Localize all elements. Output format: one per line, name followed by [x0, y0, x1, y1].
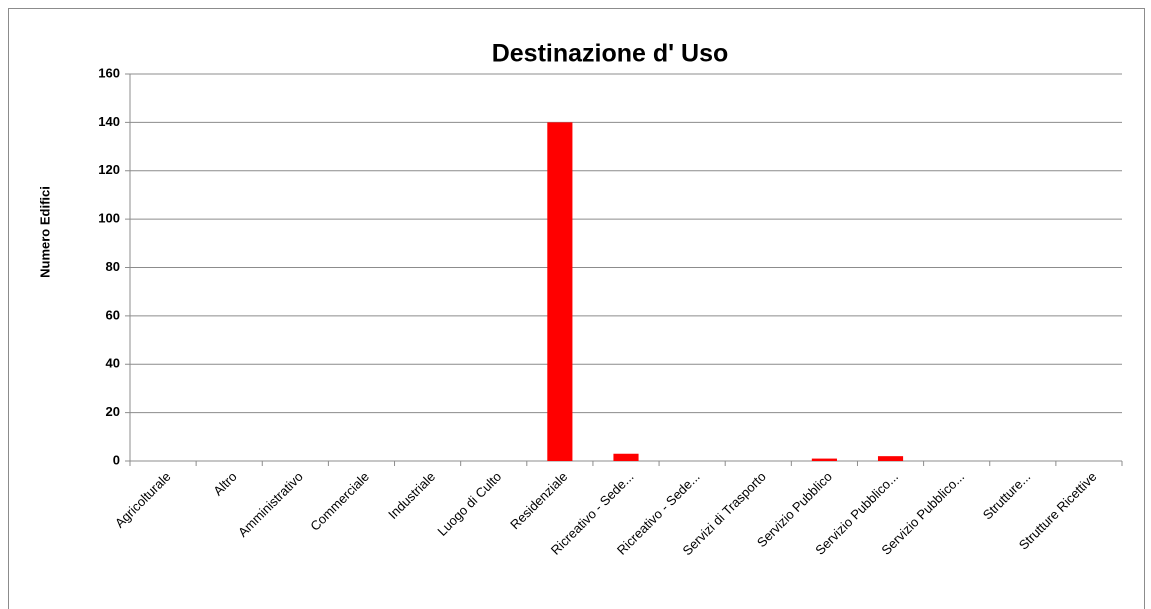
y-tick-label: 60	[106, 307, 120, 322]
chart-frame	[8, 8, 1145, 609]
bar	[877, 456, 904, 461]
bar	[547, 122, 573, 461]
y-tick-label: 160	[98, 65, 120, 80]
y-tick-label: 100	[98, 211, 120, 226]
y-tick-label: 20	[106, 404, 120, 419]
y-tick-label: 120	[98, 162, 120, 177]
y-tick-label: 140	[98, 114, 120, 129]
y-tick-label: 0	[113, 452, 120, 467]
y-tick-label: 80	[106, 259, 120, 274]
chart-title: Destinazione d' Uso	[492, 40, 729, 68]
y-tick-label: 40	[106, 356, 120, 371]
y-axis-label: Numero Edifici	[37, 186, 52, 278]
bar	[811, 458, 837, 461]
bar	[613, 453, 639, 461]
